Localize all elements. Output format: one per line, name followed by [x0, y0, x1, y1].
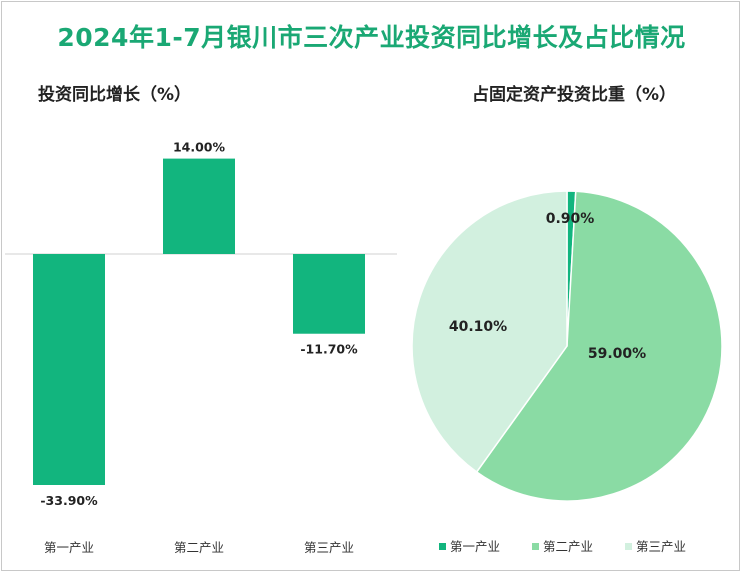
pie-chart-title: 占固定资产投资比重（%）	[472, 85, 677, 105]
pie-slice-2	[475, 190, 723, 502]
bar-value-label: 14.00%	[173, 140, 226, 155]
x-tick-label: 第一产业	[44, 540, 94, 555]
pie-value-label: 59.00%	[588, 346, 646, 362]
legend-label: 第一产业	[450, 539, 500, 554]
bar-3	[293, 254, 365, 334]
pie-value-label: 0.90%	[546, 211, 595, 227]
pie-value-label: 40.10%	[449, 319, 507, 335]
pie-slice-3	[411, 190, 568, 474]
legend-label: 第二产业	[543, 539, 593, 554]
chart-title: 2024年1-7月银川市三次产业投资同比增长及占比情况	[57, 23, 686, 52]
bar-1	[33, 254, 105, 485]
bar-value-label: -33.90%	[40, 493, 98, 508]
bar-value-label: -11.70%	[300, 342, 358, 357]
legend-swatch	[625, 543, 632, 550]
x-tick-label: 第三产业	[304, 540, 354, 555]
legend-swatch	[439, 543, 446, 550]
bar-2	[163, 158, 235, 254]
legend-label: 第三产业	[636, 539, 686, 554]
legend-swatch	[532, 543, 539, 550]
bar-chart-title: 投资同比增长（%）	[38, 85, 192, 105]
x-tick-label: 第二产业	[174, 540, 224, 555]
